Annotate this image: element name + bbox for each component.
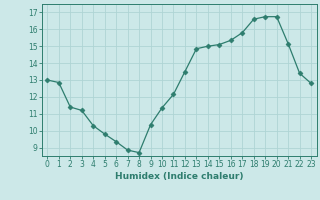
- X-axis label: Humidex (Indice chaleur): Humidex (Indice chaleur): [115, 172, 244, 181]
